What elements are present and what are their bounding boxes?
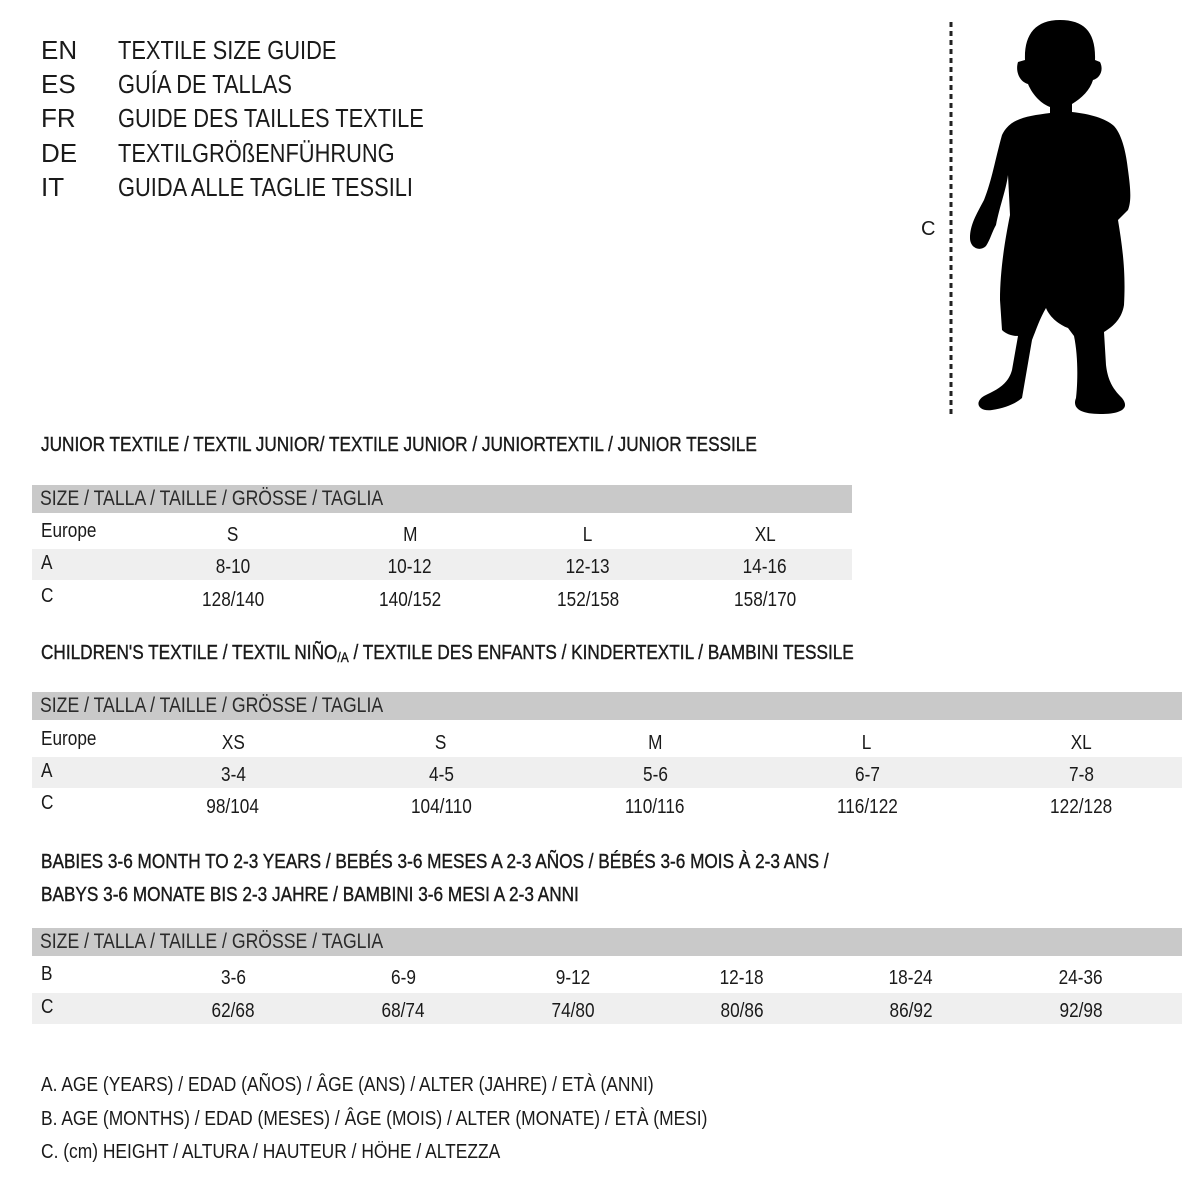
measure-label: C xyxy=(921,218,936,240)
row-stripe xyxy=(32,757,1182,788)
table-cell: 116/122 xyxy=(836,796,898,818)
row-stripe xyxy=(32,549,852,580)
lang-code: FR xyxy=(41,103,76,133)
table-cell: M xyxy=(647,732,663,754)
table-cell: 9-12 xyxy=(555,967,591,989)
table-cell: XS xyxy=(221,732,245,754)
table-header-label: SIZE / TALLA / TAILLE / GRÖSSE / TAGLIA xyxy=(40,487,384,510)
table-cell: 128/140 xyxy=(201,589,265,611)
table-cell: 14-16 xyxy=(743,556,787,578)
table-cell: 18-24 xyxy=(889,967,933,989)
table-cell: 5-6 xyxy=(642,764,668,786)
table-cell: XL xyxy=(1070,732,1092,754)
children-title: CHILDREN'S TEXTILE / TEXTIL NIÑO/A / TEX… xyxy=(41,642,854,665)
legend-a: A. AGE (YEARS) / EDAD (AÑOS) / ÂGE (ANS)… xyxy=(41,1074,654,1096)
table-header xyxy=(32,928,1182,956)
table-cell: 86/92 xyxy=(889,1000,933,1022)
table-cell: 12-13 xyxy=(566,556,610,578)
table-cell: 140/152 xyxy=(378,589,442,611)
table-cell: 158/170 xyxy=(733,589,797,611)
row-stripe xyxy=(32,993,1182,1024)
table-cell: 24-36 xyxy=(1059,967,1103,989)
table-header-label: SIZE / TALLA / TAILLE / GRÖSSE / TAGLIA xyxy=(40,930,384,953)
table-cell: 8-10 xyxy=(215,556,251,578)
table-header-label: SIZE / TALLA / TAILLE / GRÖSSE / TAGLIA xyxy=(40,694,384,717)
table-cell: XL xyxy=(754,524,776,546)
table-cell: 3-6 xyxy=(220,967,246,989)
table-cell: M xyxy=(402,524,418,546)
row-label: B xyxy=(41,963,53,985)
junior-title: JUNIOR TEXTILE / TEXTIL JUNIOR/ TEXTILE … xyxy=(41,434,757,456)
row-label: C xyxy=(41,792,54,814)
lang-code: DE xyxy=(41,138,78,168)
table-cell: 12-18 xyxy=(720,967,764,989)
row-label: A xyxy=(41,760,53,782)
child-silhouette-icon xyxy=(949,20,1131,415)
row-label: C xyxy=(41,585,54,607)
lang-title: TEXTILGRÖßENFÜHRUNG xyxy=(118,138,395,168)
lang-title: GUIDA ALLE TAGLIE TESSILI xyxy=(118,172,413,202)
lang-code: ES xyxy=(41,69,76,99)
table-cell: S xyxy=(227,524,239,546)
lang-code: IT xyxy=(41,172,65,202)
lang-code: EN xyxy=(41,35,78,65)
lang-title: GUIDE DES TAILLES TEXTILE xyxy=(118,103,424,133)
table-cell: 110/116 xyxy=(625,796,685,818)
table-cell: 152/158 xyxy=(556,589,620,611)
table-cell: L xyxy=(862,732,872,754)
table-header xyxy=(32,485,852,513)
table-cell: L xyxy=(583,524,593,546)
table-cell: 10-12 xyxy=(388,556,432,578)
table-cell: 4-5 xyxy=(428,764,454,786)
lang-title: TEXTILE SIZE GUIDE xyxy=(118,35,337,65)
table-cell: 92/98 xyxy=(1059,1000,1103,1022)
legend-b: B. AGE (MONTHS) / EDAD (MESES) / ÂGE (MO… xyxy=(41,1108,708,1130)
table-header xyxy=(32,692,1182,720)
row-label: Europe xyxy=(41,520,97,542)
table-cell: 104/110 xyxy=(410,796,472,818)
table-cell: 74/80 xyxy=(551,1000,595,1022)
table-cell: 6-7 xyxy=(854,764,880,786)
table-cell: S xyxy=(435,732,447,754)
row-label: Europe xyxy=(41,728,97,750)
babies-title-line1: BABIES 3-6 MONTH TO 2-3 YEARS / BEBÉS 3-… xyxy=(41,851,829,873)
babies-title-line2: BABYS 3-6 MONATE BIS 2-3 JAHRE / BAMBINI… xyxy=(41,884,579,906)
table-cell: 122/128 xyxy=(1049,796,1113,818)
table-cell: 68/74 xyxy=(381,1000,425,1022)
table-cell: 7-8 xyxy=(1068,764,1094,786)
lang-title: GUÍA DE TALLAS xyxy=(118,69,292,99)
row-label: A xyxy=(41,552,53,574)
table-cell: 3-4 xyxy=(220,764,246,786)
legend-c: C. (cm) HEIGHT / ALTURA / HAUTEUR / HÖHE… xyxy=(41,1141,501,1163)
table-cell: 80/86 xyxy=(720,1000,764,1022)
table-cell: 6-9 xyxy=(390,967,416,989)
row-label: C xyxy=(41,996,54,1018)
table-cell: 98/104 xyxy=(206,796,260,818)
table-cell: 62/68 xyxy=(211,1000,255,1022)
